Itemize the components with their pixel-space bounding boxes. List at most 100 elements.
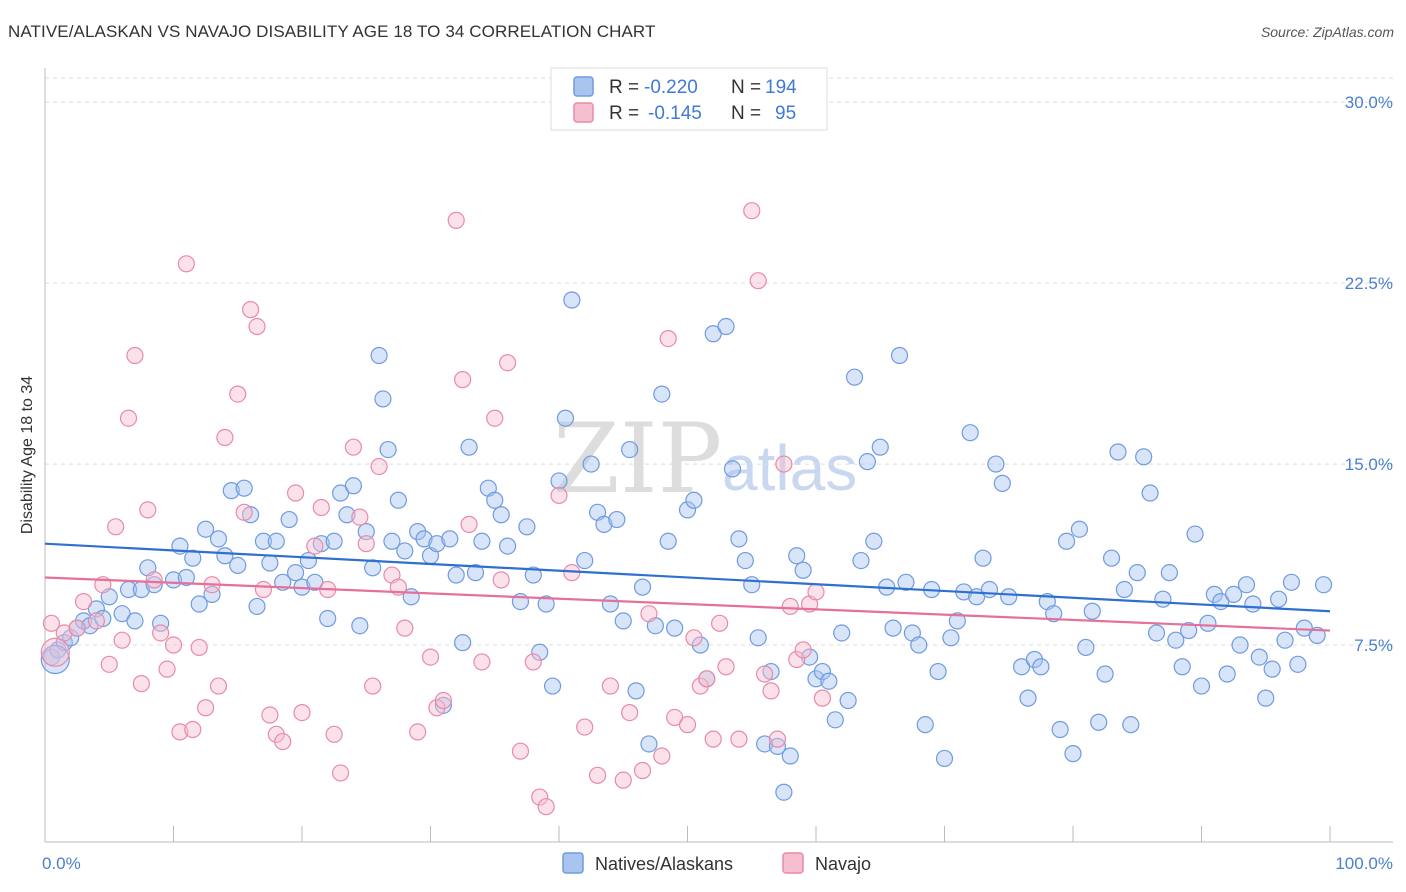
y-axis-label: Disability Age 18 to 34 [19,376,36,534]
data-point [1077,638,1095,657]
data-point [1147,624,1166,642]
data-point [1205,585,1223,603]
data-point [177,568,195,587]
data-point [1057,532,1076,550]
data-point [254,580,273,599]
data-point [576,718,594,736]
data-point [723,460,742,478]
data-point [781,597,799,616]
data-point [216,428,234,447]
trend-lines [44,542,1331,632]
data-point [473,653,491,671]
data-point [499,537,517,555]
data-point [267,725,285,743]
trend-line-navajo [44,576,1331,632]
bottom-legend: Natives/Alaskans Navajo [562,852,871,874]
data-point [1269,590,1288,608]
data-point [666,619,684,637]
data-point [460,438,478,456]
data-point [807,583,825,601]
data-point [203,585,221,603]
data-point [1225,585,1243,603]
data-point [987,455,1005,473]
data-point [145,576,163,594]
data-point [383,532,401,550]
series-navajo [40,202,832,816]
data-point [209,677,228,695]
data-point [499,354,517,372]
data-point [1160,564,1178,582]
data-point [222,482,240,500]
legend-box [550,67,828,131]
legend-swatch-natives [573,76,594,97]
legend-n-label: N = [731,77,761,98]
bottom-legend-label-navajo: Navajo [815,854,871,874]
data-point [396,542,414,560]
data-point [730,730,748,748]
data-point [627,682,645,700]
data-point [691,677,709,695]
legend-swatch-navajo [573,102,594,123]
legend-n-value: 194 [765,77,797,98]
data-point [42,614,61,632]
data-point [633,578,652,596]
data-point [197,699,215,717]
data-point [1244,595,1262,613]
data-point [1218,665,1236,683]
data-point [621,440,639,459]
data-point [762,682,780,700]
data-point [576,551,594,570]
data-point [1102,549,1121,567]
data-point [286,564,305,582]
data-point [621,703,639,722]
data-point [768,737,787,755]
data-point [678,501,697,519]
data-point [717,658,735,676]
data-point [306,537,324,555]
data-point [434,691,452,710]
data-point [704,730,722,748]
y-tick-label: 15.0% [1345,455,1393,474]
data-point [126,612,144,630]
data-point [171,723,189,741]
data-point [312,498,330,517]
data-point [374,390,392,408]
bottom-legend-swatch-natives [562,852,584,874]
data-point [813,662,832,681]
data-point [74,592,93,611]
data-point [749,272,767,290]
data-point [794,641,812,659]
bottom-legend-label-natives: Natives/Alaskans [595,854,733,874]
data-point [550,486,568,505]
trend-line-natives [44,542,1331,613]
data-point [357,535,375,553]
data-point [653,747,671,765]
data-point [916,716,934,734]
data-point [235,503,253,521]
data-point [87,600,106,618]
data-point [678,716,697,734]
data-point [666,708,684,727]
y-tick-label: 7.5% [1354,636,1393,655]
data-point [325,532,343,550]
data-point [749,629,767,647]
data-point [190,638,208,657]
x-tick-label: 100.0% [1335,854,1393,873]
data-point [633,761,652,780]
data-point [100,655,118,673]
legend-n-label: N = [731,103,761,124]
data-point [68,619,86,637]
data-point [1141,484,1159,502]
data-point [890,346,909,365]
data-point [775,783,793,801]
data-point [473,532,491,550]
data-point [588,766,607,784]
data-point [280,510,298,529]
data-point [492,506,510,524]
data-point [858,453,877,471]
data-point [1070,520,1089,538]
data-point [935,749,954,768]
data-point [325,725,343,743]
data-point [1314,576,1333,594]
